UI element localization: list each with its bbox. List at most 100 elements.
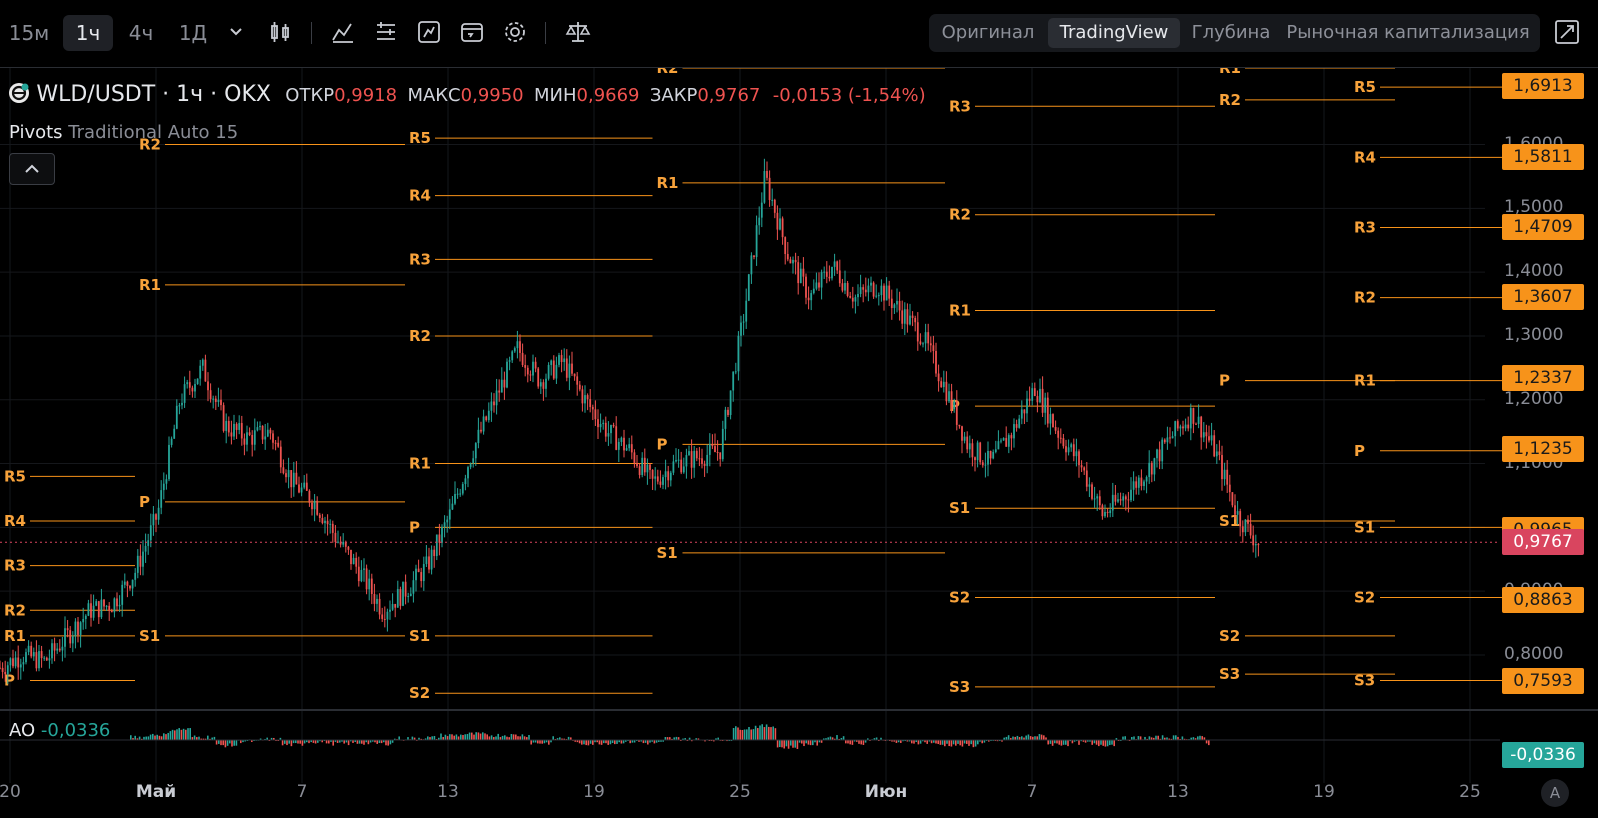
candle-body	[485, 416, 488, 421]
ao-bar	[367, 740, 370, 745]
ao-bar	[185, 729, 187, 740]
ao-bar	[1109, 740, 1111, 746]
ao-bar	[493, 737, 495, 740]
ao-bar	[805, 740, 807, 744]
candle-body	[1059, 437, 1062, 439]
candle-body	[1127, 499, 1130, 501]
candle-body	[1150, 462, 1153, 475]
candle-body	[422, 564, 425, 582]
ao-bar	[281, 740, 284, 746]
candle-body	[750, 255, 753, 275]
candle-body	[1169, 437, 1171, 439]
candle-body	[222, 405, 225, 431]
candle-body	[56, 648, 59, 651]
ao-bar	[842, 736, 845, 740]
price-tick-label: 1,3000	[1504, 324, 1564, 345]
ao-legend[interactable]: AO -0,0336	[9, 720, 110, 741]
chevron-down-icon[interactable]	[222, 18, 250, 46]
ao-bar	[853, 740, 856, 742]
ao-bar	[235, 740, 238, 746]
scale-icon[interactable]	[564, 18, 592, 46]
candle-body	[760, 202, 763, 218]
pivot-label: R1	[139, 276, 161, 294]
candle-body	[365, 568, 368, 590]
ao-bar	[1016, 735, 1019, 740]
ao-bar	[134, 735, 136, 740]
collapse-legend-button[interactable]	[9, 153, 55, 185]
ao-bar	[838, 738, 840, 740]
candle-body	[976, 442, 979, 461]
candle-body	[1163, 439, 1166, 443]
candle-body	[859, 287, 862, 294]
ao-bar	[970, 740, 972, 745]
candle-body	[706, 454, 709, 466]
time-tick-label: 7	[296, 782, 308, 802]
candle-body	[1187, 424, 1190, 429]
pivot-price-tag: 1,1235	[1502, 435, 1584, 462]
ao-bar	[554, 738, 557, 740]
price-chart[interactable]: R5 R4 R3 R2 R1 P R2 R1 P S1 R5 R4 R3 R2 R1 P S1 S2 R2 R1 P S1…	[0, 68, 1598, 818]
ao-bar	[1161, 735, 1164, 740]
ao-bar	[754, 725, 757, 740]
ao-bar	[651, 740, 653, 742]
ao-bar	[215, 740, 218, 745]
candle-body	[659, 481, 662, 485]
ao-bar	[845, 740, 847, 744]
timeframe-1h[interactable]: 1ч	[63, 15, 113, 51]
time-tick-label: 13	[1167, 782, 1189, 802]
tab-depth[interactable]: Глубина	[1191, 22, 1271, 43]
ao-bar	[556, 738, 559, 740]
candle-body	[773, 199, 776, 213]
candle-body	[797, 262, 800, 284]
pivot-label: S1	[657, 544, 678, 562]
candle-body	[708, 443, 711, 455]
indicator-legend[interactable]: Pivots Traditional Auto 15	[9, 122, 238, 143]
ao-bar	[286, 740, 288, 746]
candle-body	[324, 520, 326, 524]
candle-body	[129, 585, 131, 589]
drawing-icon[interactable]	[415, 18, 443, 46]
replay-icon[interactable]	[458, 18, 486, 46]
ao-bar	[935, 740, 937, 744]
ao-bar	[1170, 738, 1173, 740]
candle-body	[1122, 496, 1125, 501]
candle-body	[274, 442, 277, 444]
candle-body	[1010, 435, 1013, 439]
candle-body	[1091, 484, 1093, 499]
candle-body	[170, 438, 173, 445]
tab-original[interactable]: Оригинал	[941, 22, 1035, 43]
ao-bar	[1058, 740, 1060, 745]
candle-body	[230, 432, 233, 437]
candle-body	[558, 355, 560, 365]
candle-body	[1223, 469, 1226, 480]
timeframe-1d[interactable]: 1Д	[178, 21, 208, 45]
fullscreen-icon[interactable]	[1553, 18, 1581, 46]
timeframe-15m[interactable]: 15м	[8, 21, 50, 45]
ao-bar	[339, 740, 341, 743]
candles-icon[interactable]	[266, 18, 294, 46]
symbol-title[interactable]: WLD/USDT · 1ч · OKX	[36, 82, 271, 107]
toolbar-divider	[545, 22, 546, 44]
ao-bar	[365, 740, 367, 743]
ao-bar	[666, 737, 669, 740]
candle-body	[425, 556, 428, 565]
tab-market-cap[interactable]: Рыночная капитализация	[1286, 22, 1530, 43]
chart-canvas[interactable]: R5 R4 R3 R2 R1 P R2 R1 P S1 R5 R4 R3 R2 R1 P S1 S2 R2 R1 P S1…	[0, 68, 1598, 818]
candle-body	[693, 450, 696, 468]
auto-scale-button[interactable]: A	[1541, 779, 1569, 807]
candle-body	[1065, 446, 1067, 453]
indicators-icon[interactable]	[329, 18, 357, 46]
layout-icon[interactable]	[372, 18, 400, 46]
ao-bar	[372, 740, 374, 742]
candle-body	[19, 664, 22, 668]
candle-body	[789, 259, 792, 264]
gear-icon[interactable]	[501, 18, 529, 46]
ao-bar	[330, 740, 332, 742]
timeframe-4h[interactable]: 4ч	[128, 21, 154, 45]
candle-body	[149, 525, 152, 541]
pivot-label: P	[139, 493, 150, 511]
candle-body	[584, 395, 586, 404]
ao-bar	[631, 740, 634, 743]
tab-tradingview[interactable]: TradingView	[1048, 18, 1180, 48]
candle-body	[698, 458, 701, 460]
